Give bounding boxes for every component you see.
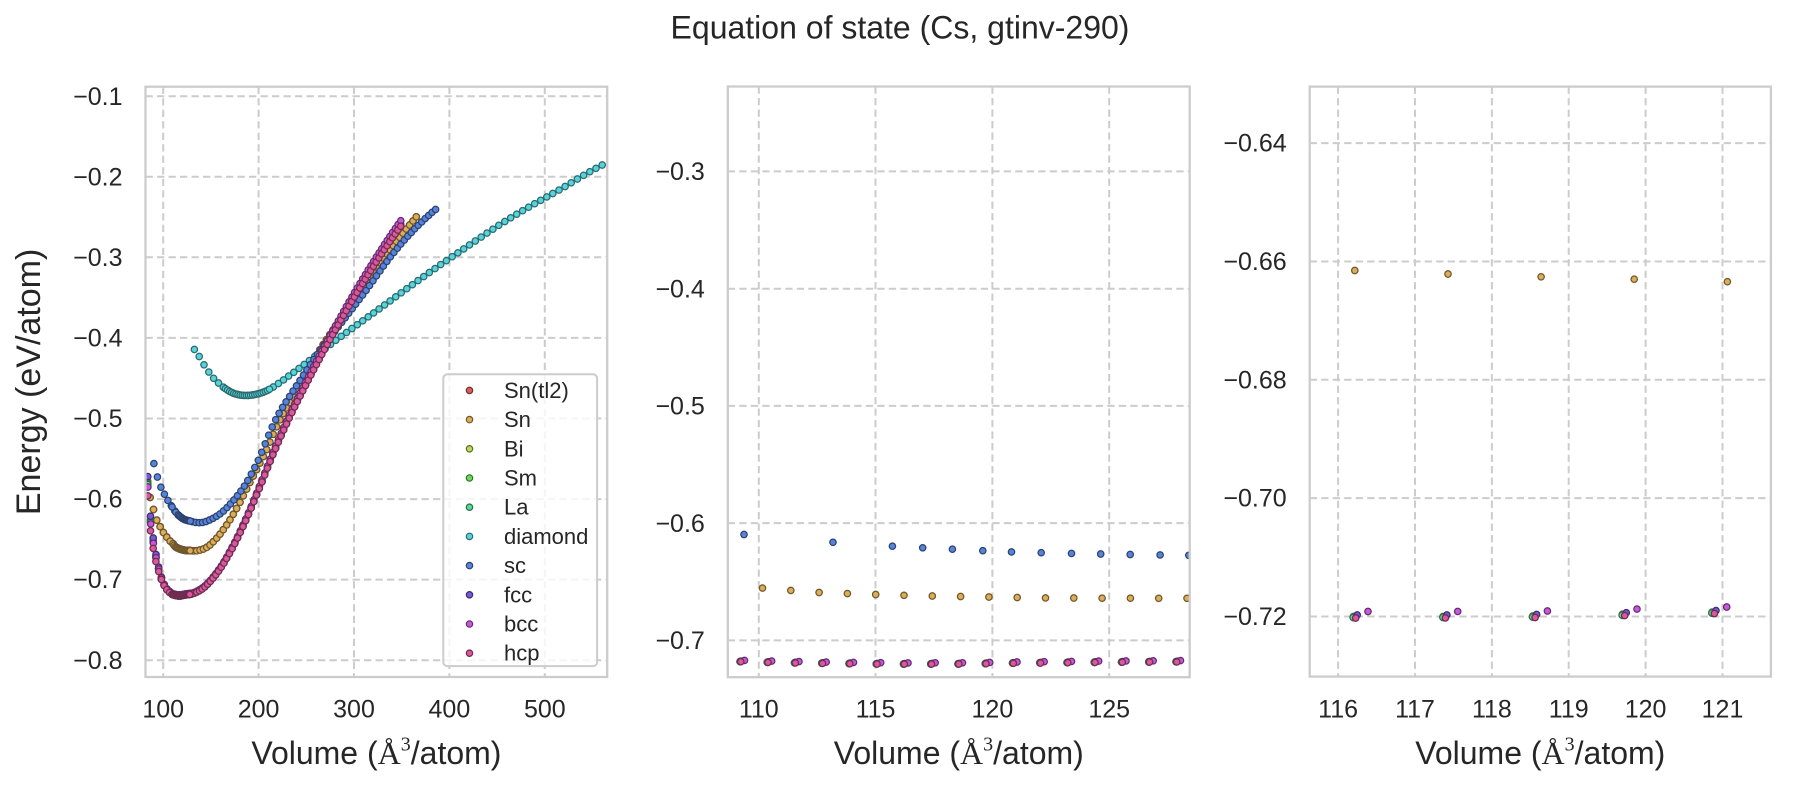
svg-text:−0.5: −0.5 <box>655 393 704 421</box>
svg-text:116: 116 <box>1318 696 1358 724</box>
svg-text:Equation of state (Cs, gtinv-2: Equation of state (Cs, gtinv-290) <box>671 10 1130 46</box>
svg-text:117: 117 <box>1395 696 1435 724</box>
svg-text:Volume (Å3/atom): Volume (Å3/atom) <box>251 734 501 772</box>
svg-text:119: 119 <box>1549 696 1589 724</box>
svg-text:−0.7: −0.7 <box>73 566 122 594</box>
svg-text:Sm: Sm <box>504 466 537 491</box>
svg-text:Sn: Sn <box>504 407 531 432</box>
svg-text:diamond: diamond <box>504 524 588 549</box>
svg-text:sc: sc <box>504 553 526 578</box>
svg-text:Volume (Å3/atom): Volume (Å3/atom) <box>1415 734 1665 772</box>
svg-text:−0.72: −0.72 <box>1223 603 1286 631</box>
svg-text:−0.5: −0.5 <box>73 405 122 433</box>
svg-text:−0.6: −0.6 <box>655 510 704 538</box>
svg-text:−0.3: −0.3 <box>73 244 122 272</box>
svg-text:115: 115 <box>856 696 896 724</box>
svg-text:−0.6: −0.6 <box>73 486 122 514</box>
svg-text:−0.68: −0.68 <box>1223 366 1286 394</box>
svg-text:Energy (eV/atom): Energy (eV/atom) <box>10 249 48 515</box>
svg-text:−0.3: −0.3 <box>655 158 704 186</box>
svg-text:−0.2: −0.2 <box>73 163 122 191</box>
svg-text:125: 125 <box>1088 696 1130 724</box>
svg-text:fcc: fcc <box>504 582 532 607</box>
svg-text:−0.66: −0.66 <box>1223 248 1286 276</box>
svg-text:Volume (Å3/atom): Volume (Å3/atom) <box>834 734 1084 772</box>
svg-text:500: 500 <box>524 696 566 724</box>
svg-text:−0.4: −0.4 <box>655 275 704 303</box>
svg-text:120: 120 <box>1625 696 1667 724</box>
svg-text:bcc: bcc <box>504 612 538 637</box>
svg-text:Sn(tl2): Sn(tl2) <box>504 378 569 403</box>
svg-text:−0.64: −0.64 <box>1223 130 1286 158</box>
svg-text:−0.7: −0.7 <box>655 627 704 655</box>
svg-text:Bi: Bi <box>504 436 524 461</box>
svg-text:La: La <box>504 495 529 520</box>
svg-text:−0.70: −0.70 <box>1223 485 1286 513</box>
svg-text:118: 118 <box>1472 696 1512 724</box>
svg-text:−0.8: −0.8 <box>73 647 122 675</box>
svg-text:400: 400 <box>429 696 471 724</box>
svg-text:−0.4: −0.4 <box>73 325 122 353</box>
svg-text:−0.1: −0.1 <box>73 83 122 111</box>
svg-text:110: 110 <box>739 696 779 724</box>
svg-text:300: 300 <box>333 696 375 724</box>
svg-text:121: 121 <box>1702 696 1744 724</box>
svg-text:hcp: hcp <box>504 641 539 666</box>
svg-text:200: 200 <box>238 696 280 724</box>
svg-text:100: 100 <box>142 696 184 724</box>
svg-text:120: 120 <box>972 696 1014 724</box>
